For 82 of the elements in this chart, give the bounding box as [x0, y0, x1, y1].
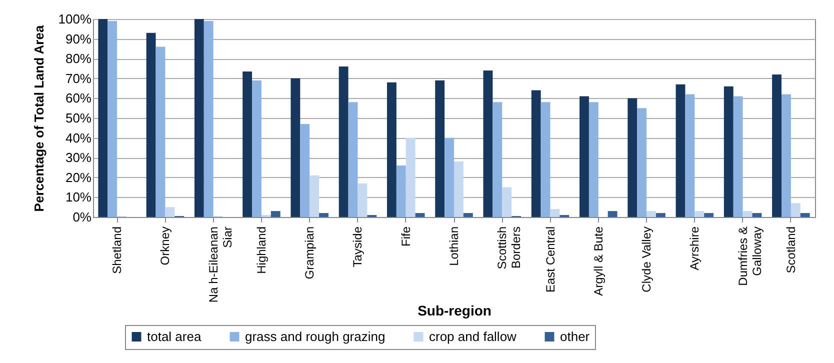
- bar: [204, 20, 214, 217]
- x-tick-label: Scottish Borders: [495, 226, 524, 270]
- bar: [396, 166, 406, 217]
- x-axis-title: Sub-region: [418, 302, 492, 319]
- bar: [270, 211, 280, 217]
- bar: [415, 213, 425, 217]
- legend-label: other: [560, 328, 590, 344]
- legend-label: crop and fallow: [429, 328, 518, 344]
- y-tick-label: 80%: [65, 51, 92, 66]
- bar: [550, 209, 560, 217]
- bar: [588, 102, 598, 217]
- bar: [790, 203, 800, 217]
- y-tick-label: 100%: [58, 12, 92, 26]
- x-tick-label: Tayside: [350, 226, 365, 268]
- bar: [108, 20, 118, 217]
- y-axis-title: Percentage of Total Land Area: [31, 24, 46, 212]
- bar: [435, 80, 445, 217]
- y-tick-label: 60%: [65, 90, 92, 106]
- x-tick-label: Clyde Valley: [640, 226, 654, 292]
- bar: [406, 138, 416, 217]
- bar: [676, 84, 686, 217]
- bar: [724, 86, 734, 217]
- bar: [637, 108, 647, 217]
- bar: [165, 207, 175, 217]
- x-tick-label: Dumfries & Galloway: [736, 226, 764, 286]
- y-tick-label: 70%: [65, 70, 92, 86]
- bar: [358, 183, 368, 217]
- x-tick-label: Argyll & Bute: [591, 226, 606, 296]
- x-tick-label: Orkney: [158, 226, 172, 266]
- bar: [348, 102, 358, 217]
- bar: [98, 19, 108, 217]
- bar: [646, 211, 656, 217]
- bar: [319, 213, 328, 217]
- x-tick-label: Highland: [254, 226, 268, 274]
- bar: [310, 175, 320, 217]
- bar: [454, 162, 464, 217]
- x-tick-label: Ayrshire: [688, 226, 702, 270]
- bar: [800, 213, 810, 217]
- bar: [540, 102, 550, 217]
- x-tick-label: Scotland: [784, 226, 798, 274]
- bar: [704, 213, 714, 217]
- y-tick-label: 10%: [65, 190, 92, 205]
- y-tick-label: 30%: [65, 150, 92, 166]
- bar: [742, 211, 752, 217]
- bar: [656, 213, 666, 217]
- bar: [733, 96, 743, 217]
- bar: [290, 78, 300, 217]
- bar: [444, 138, 454, 217]
- x-tick-label: Lothian: [447, 226, 461, 266]
- bar: [694, 211, 704, 217]
- bar: [752, 213, 762, 217]
- y-tick-label: 0%: [72, 210, 92, 224]
- legend-label: grass and rough grazing: [245, 328, 386, 344]
- bar: [156, 46, 166, 217]
- bar: [242, 71, 252, 217]
- y-tick-label: 50%: [65, 110, 92, 126]
- bar: [685, 94, 695, 217]
- legend-label: total area: [147, 328, 202, 344]
- bar: [781, 94, 791, 217]
- bar: [338, 66, 348, 217]
- bar: [580, 96, 589, 217]
- bar: [628, 98, 638, 217]
- bar: [386, 82, 396, 217]
- x-tick-label: Fife: [398, 226, 413, 247]
- y-tick-label: 20%: [65, 170, 92, 185]
- bar: [194, 19, 204, 217]
- bar: [463, 213, 473, 217]
- x-tick-label: Grampian: [302, 226, 317, 280]
- x-tick-label: Na h-Eileanan Siar: [206, 226, 234, 303]
- y-tick-label: 90%: [65, 31, 92, 46]
- x-tick-label: Shetland: [110, 226, 124, 274]
- bar: [492, 102, 502, 217]
- bar: [483, 70, 493, 217]
- bar: [252, 80, 262, 217]
- y-tick-label: 40%: [65, 130, 92, 146]
- x-tick-label: East Central: [543, 226, 558, 293]
- bar: [531, 90, 541, 217]
- bar: [502, 187, 512, 217]
- bar: [300, 124, 310, 217]
- bar: [772, 74, 782, 217]
- bar: [146, 32, 156, 217]
- bar: [608, 211, 618, 217]
